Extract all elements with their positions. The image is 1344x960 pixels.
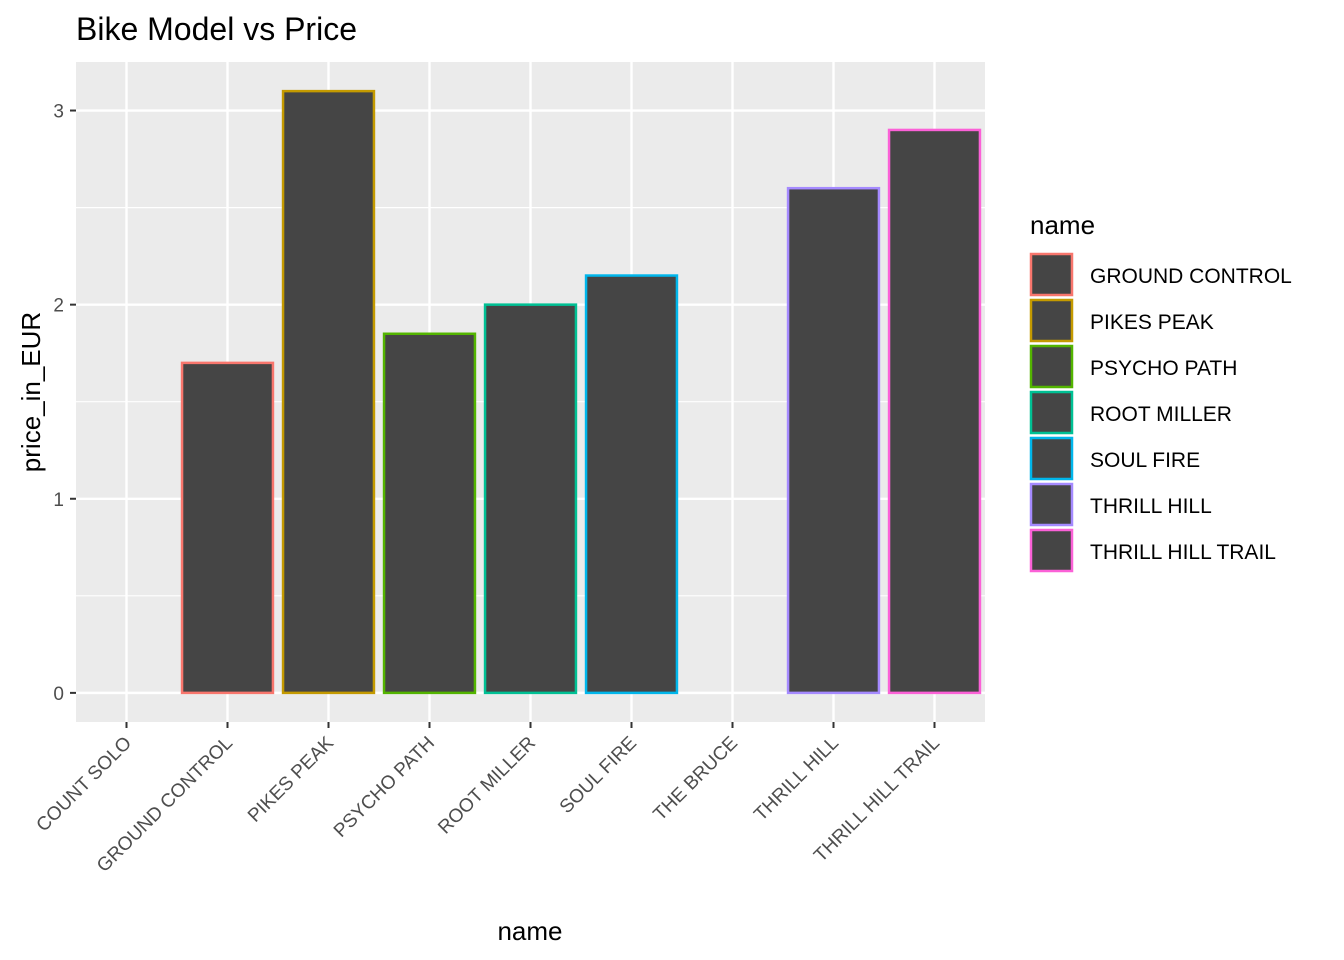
legend-key [1029, 528, 1074, 573]
bar [382, 332, 477, 695]
legend-label: THRILL HILL [1090, 495, 1212, 518]
x-tick-label: THE BRUCE [650, 733, 742, 825]
x-tick-label: PSYCHO PATH [330, 733, 439, 842]
bar [584, 274, 679, 695]
bar [281, 89, 376, 695]
x-tick-label: SOUL FIRE [556, 733, 641, 818]
legend-label: PIKES PEAK [1090, 311, 1214, 334]
y-tick-label: 2 [53, 296, 64, 317]
legend-label: GROUND CONTROL [1090, 265, 1292, 288]
legend-key [1029, 344, 1074, 389]
chart-title: Bike Model vs Price [76, 11, 357, 47]
bar [887, 128, 982, 695]
legend-key [1029, 252, 1074, 297]
legend-label: PSYCHO PATH [1090, 357, 1237, 380]
legend-label: THRILL HILL TRAIL [1090, 541, 1276, 564]
bar [180, 361, 275, 695]
bar [786, 186, 881, 695]
y-axis-title: price_in_EUR [16, 312, 46, 472]
legend-key [1029, 436, 1074, 481]
legend: name GROUND CONTROL PIKES PEAK PSYCHO PATH… [1029, 210, 1292, 573]
bar [483, 303, 578, 695]
legend-label: SOUL FIRE [1090, 449, 1200, 472]
legend-key [1029, 482, 1074, 527]
x-tick-label: ROOT MILLER [434, 733, 540, 839]
x-tick-label: THRILL HILL [750, 733, 843, 826]
y-tick-label: 3 [53, 102, 64, 123]
x-tick-label: PIKES PEAK [244, 732, 338, 826]
legend-label: ROOT MILLER [1090, 403, 1232, 426]
legend-key [1029, 298, 1074, 343]
legend-key [1029, 390, 1074, 435]
y-tick-label: 1 [53, 490, 64, 511]
x-axis-title: name [497, 916, 562, 946]
x-tick-label: COUNT SOLO [33, 733, 136, 836]
legend-title: name [1030, 210, 1095, 240]
y-tick-label: 0 [53, 684, 64, 705]
bars [180, 89, 982, 695]
